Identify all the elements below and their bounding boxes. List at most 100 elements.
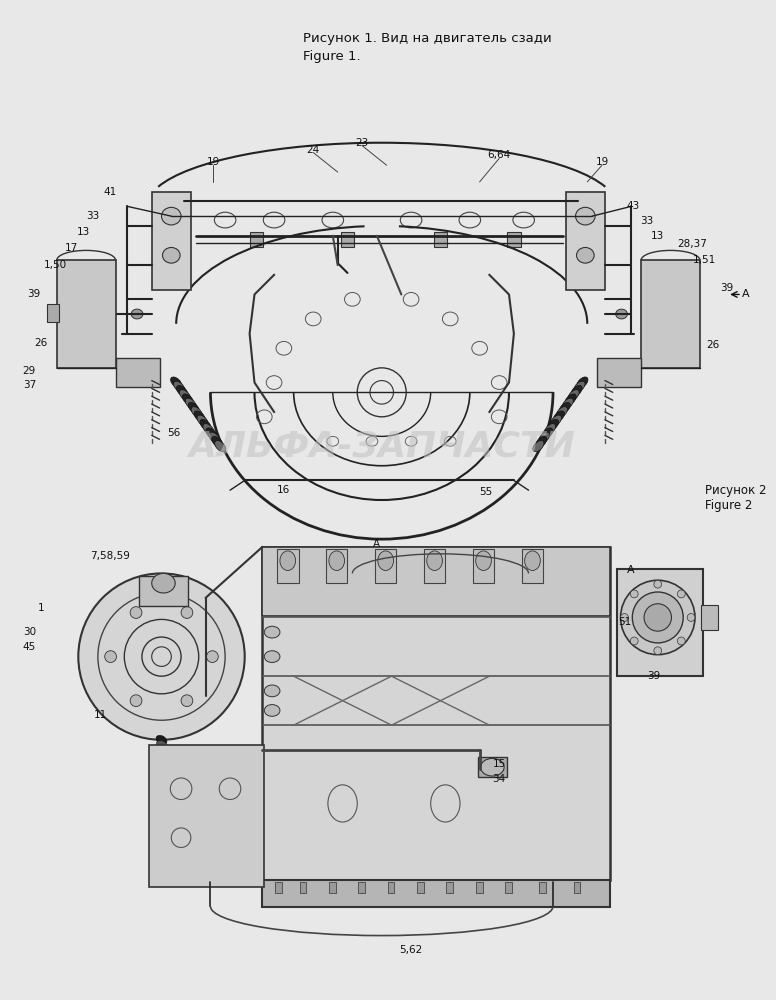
Bar bbox=[417, 882, 424, 893]
Ellipse shape bbox=[158, 751, 168, 760]
Ellipse shape bbox=[152, 573, 175, 593]
Ellipse shape bbox=[156, 735, 167, 744]
Text: A: A bbox=[373, 539, 380, 549]
Ellipse shape bbox=[131, 309, 143, 319]
Bar bbox=[641, 260, 700, 368]
Circle shape bbox=[677, 637, 685, 645]
Bar bbox=[375, 549, 397, 583]
Ellipse shape bbox=[559, 402, 570, 414]
Ellipse shape bbox=[547, 419, 559, 431]
Ellipse shape bbox=[427, 551, 442, 570]
Text: 30: 30 bbox=[23, 627, 36, 637]
Circle shape bbox=[206, 651, 218, 662]
Bar bbox=[57, 260, 116, 368]
Bar bbox=[597, 358, 641, 387]
Ellipse shape bbox=[174, 381, 185, 392]
Ellipse shape bbox=[265, 626, 280, 638]
Ellipse shape bbox=[160, 771, 171, 780]
Ellipse shape bbox=[476, 551, 491, 570]
Text: 19: 19 bbox=[595, 157, 608, 167]
Ellipse shape bbox=[159, 766, 170, 775]
Text: 26: 26 bbox=[706, 340, 719, 350]
Text: 7,58,59: 7,58,59 bbox=[90, 551, 130, 561]
Bar bbox=[507, 232, 521, 247]
Text: 45: 45 bbox=[23, 642, 36, 652]
Text: 23: 23 bbox=[355, 138, 369, 148]
Ellipse shape bbox=[265, 651, 280, 662]
Ellipse shape bbox=[162, 247, 180, 263]
Circle shape bbox=[105, 651, 116, 662]
Text: 39: 39 bbox=[721, 283, 734, 293]
Text: 1,50: 1,50 bbox=[44, 260, 68, 270]
Bar bbox=[152, 192, 191, 290]
Ellipse shape bbox=[171, 377, 182, 388]
Circle shape bbox=[181, 607, 192, 618]
Text: АЛЬФА-ЗАПЧАСТИ: АЛЬФА-ЗАПЧАСТИ bbox=[189, 429, 575, 463]
Bar bbox=[262, 880, 610, 907]
Circle shape bbox=[644, 604, 671, 631]
Ellipse shape bbox=[550, 415, 562, 426]
Circle shape bbox=[181, 695, 192, 707]
Bar bbox=[476, 882, 483, 893]
Text: 39: 39 bbox=[28, 289, 41, 299]
Ellipse shape bbox=[213, 791, 225, 800]
Text: 15: 15 bbox=[493, 759, 506, 769]
Circle shape bbox=[130, 695, 142, 707]
Ellipse shape bbox=[182, 394, 193, 405]
Ellipse shape bbox=[329, 551, 345, 570]
Text: 17: 17 bbox=[65, 243, 78, 253]
Bar bbox=[478, 757, 507, 777]
Ellipse shape bbox=[191, 407, 203, 418]
Bar bbox=[149, 745, 265, 887]
Ellipse shape bbox=[206, 428, 217, 439]
Text: 13: 13 bbox=[651, 231, 664, 241]
Text: 13: 13 bbox=[77, 227, 90, 237]
Text: 33: 33 bbox=[640, 216, 653, 226]
Ellipse shape bbox=[202, 780, 213, 789]
Bar bbox=[47, 304, 59, 322]
Bar bbox=[262, 547, 610, 616]
Bar bbox=[326, 549, 348, 583]
Circle shape bbox=[630, 590, 638, 598]
Ellipse shape bbox=[525, 551, 540, 570]
Text: Figure 1.: Figure 1. bbox=[303, 50, 361, 63]
Text: 6,64: 6,64 bbox=[487, 150, 511, 160]
Text: 28,37: 28,37 bbox=[677, 239, 707, 249]
Text: 34: 34 bbox=[493, 774, 506, 784]
Ellipse shape bbox=[157, 740, 168, 749]
Bar bbox=[566, 192, 605, 290]
Ellipse shape bbox=[194, 411, 206, 422]
Ellipse shape bbox=[230, 805, 241, 814]
Circle shape bbox=[130, 607, 142, 618]
Ellipse shape bbox=[158, 761, 169, 770]
Circle shape bbox=[687, 614, 695, 621]
Ellipse shape bbox=[577, 377, 588, 388]
Text: 1: 1 bbox=[38, 603, 44, 613]
Ellipse shape bbox=[197, 776, 208, 785]
Bar bbox=[341, 232, 355, 247]
Text: 39: 39 bbox=[647, 671, 660, 681]
Ellipse shape bbox=[480, 758, 504, 776]
Ellipse shape bbox=[161, 207, 181, 225]
Ellipse shape bbox=[212, 436, 223, 448]
Ellipse shape bbox=[265, 685, 280, 697]
Text: A: A bbox=[742, 289, 750, 299]
Bar bbox=[446, 882, 453, 893]
Ellipse shape bbox=[226, 802, 237, 810]
Ellipse shape bbox=[545, 424, 556, 435]
Ellipse shape bbox=[215, 441, 226, 452]
Bar bbox=[505, 882, 512, 893]
Ellipse shape bbox=[568, 390, 579, 401]
Ellipse shape bbox=[218, 794, 229, 803]
Bar bbox=[387, 882, 394, 893]
Text: 16: 16 bbox=[277, 485, 290, 495]
Text: 1,51: 1,51 bbox=[693, 255, 716, 265]
Text: 11: 11 bbox=[94, 710, 107, 720]
Bar bbox=[262, 547, 610, 880]
Ellipse shape bbox=[553, 411, 564, 422]
Ellipse shape bbox=[280, 551, 296, 570]
Ellipse shape bbox=[185, 398, 196, 409]
Text: A: A bbox=[626, 565, 634, 575]
Ellipse shape bbox=[189, 769, 200, 778]
Ellipse shape bbox=[206, 783, 217, 792]
